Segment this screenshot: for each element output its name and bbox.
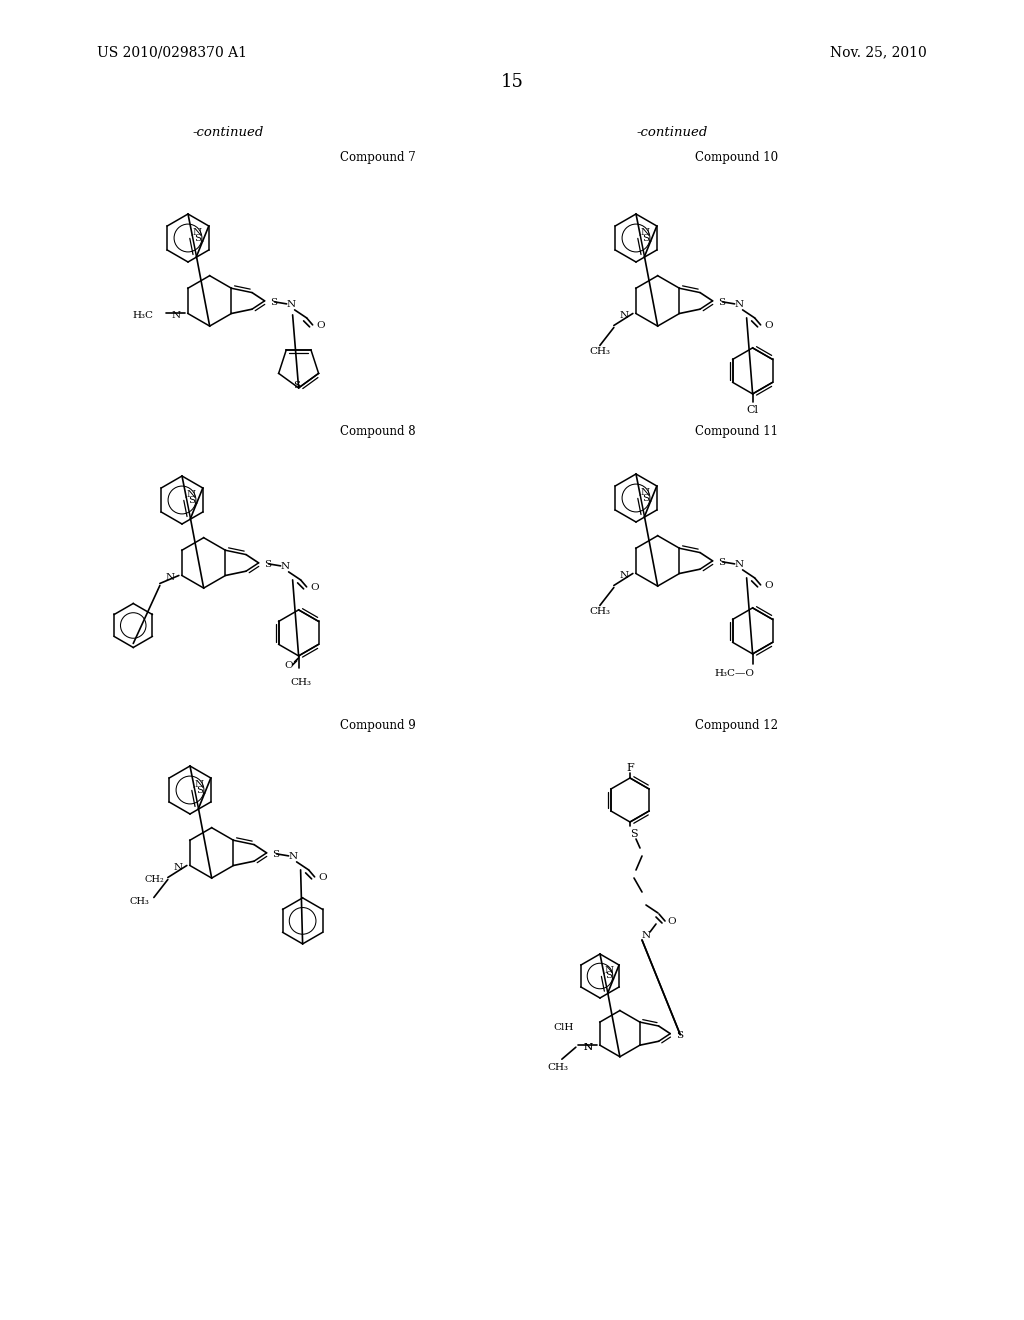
Text: O: O [316,321,325,330]
Text: Nov. 25, 2010: Nov. 25, 2010 [830,45,927,59]
Text: Compound 9: Compound 9 [340,718,416,731]
Text: Compound 7: Compound 7 [340,152,416,165]
Text: N: N [280,562,289,572]
Text: N: N [620,572,629,579]
Text: CH₃: CH₃ [590,607,610,616]
Text: O: O [310,583,318,593]
Text: N: N [641,488,650,496]
Text: N: N [193,228,202,236]
Text: US 2010/0298370 A1: US 2010/0298370 A1 [97,45,247,59]
Text: Compound 10: Compound 10 [695,152,778,165]
Text: N: N [174,863,183,873]
Text: -continued: -continued [193,125,264,139]
Text: N: N [620,312,629,319]
Text: S: S [642,234,649,243]
Text: S: S [293,381,300,389]
Text: N: N [641,228,650,236]
Text: N: N [166,573,175,582]
Text: N: N [604,966,613,975]
Text: CH₃: CH₃ [548,1063,568,1072]
Text: S: S [195,234,201,243]
Text: N: N [734,301,743,309]
Text: O: O [764,581,773,590]
Text: S: S [630,829,638,840]
Text: N: N [186,490,196,499]
Text: O: O [764,321,773,330]
Text: N: N [584,1043,593,1052]
Text: S: S [676,1031,683,1040]
Text: S: S [605,972,612,981]
Text: S: S [718,558,725,568]
Text: S: S [196,785,203,795]
Text: -continued: -continued [636,125,708,139]
Text: CH₃: CH₃ [290,678,311,686]
Text: 15: 15 [501,73,523,91]
Text: S: S [718,298,725,308]
Text: Cl: Cl [746,405,759,414]
Text: N: N [584,1043,593,1052]
Text: O: O [668,916,676,925]
Text: S: S [270,298,278,308]
Text: N: N [286,301,295,309]
Text: N: N [734,561,743,569]
Text: S: S [272,850,280,859]
Text: Compound 8: Compound 8 [340,425,416,438]
Text: CH₃: CH₃ [590,347,610,356]
Text: Compound 11: Compound 11 [695,425,778,438]
Text: N: N [288,853,297,862]
Text: ClH: ClH [554,1023,574,1032]
Text: F: F [626,763,634,774]
Text: O: O [318,874,327,882]
Text: CH₃: CH₃ [130,898,150,906]
Text: CH₂: CH₂ [144,875,164,884]
Text: N: N [641,932,650,940]
Text: H₃C: H₃C [133,312,154,319]
Text: S: S [264,561,271,569]
Text: O: O [285,661,293,671]
Text: S: S [642,494,649,503]
Text: H₃C—O: H₃C—O [715,669,755,678]
Text: N: N [195,780,204,789]
Text: N: N [172,312,181,319]
Text: Compound 12: Compound 12 [695,718,778,731]
Text: S: S [188,496,196,504]
